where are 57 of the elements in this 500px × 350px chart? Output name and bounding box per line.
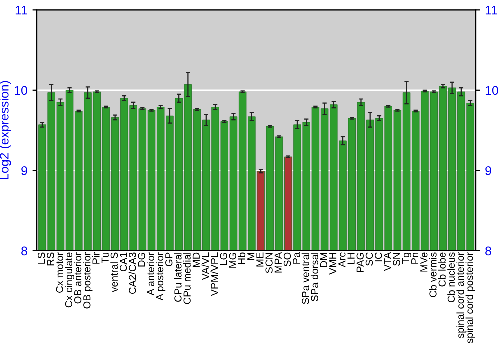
x-tick-label: MD [192, 252, 200, 268]
x-tick-label: Cb vermis [429, 252, 437, 298]
x-tick-label: M [248, 253, 255, 260]
x-tick-label: MPA [274, 252, 282, 273]
x-tick-label: DM [320, 253, 328, 268]
x-tick-label: A posterior [156, 252, 166, 301]
y-axis-title: Log2 (expression) [0, 81, 12, 180]
x-tick-label: VA/VL [202, 252, 210, 280]
x-tick-label: MG [229, 253, 236, 268]
x-tick-label: SC [366, 252, 374, 266]
x-tick-label: Cb nucleus [448, 252, 456, 303]
y-tick-label: 9 [22, 166, 28, 176]
x-tick-label: Pn [412, 252, 419, 264]
x-tick-label: LS [38, 252, 46, 264]
x-tick-label: SPa ventral [302, 253, 310, 304]
x-tick-label: OB anterior [74, 252, 82, 304]
x-tick-label: SN [393, 253, 400, 266]
x-tick-label: DG [138, 253, 146, 267]
y-tick-label: 11 [16, 6, 28, 15]
x-tick-label: VMH [330, 253, 337, 275]
y-tick-label: 8 [22, 246, 28, 256]
x-tick-label: CPu medial [183, 253, 191, 304]
x-tick-label: SCN [266, 253, 273, 274]
x-tick-label: Hb [238, 252, 246, 264]
x-tick-label: Cx cingulate [65, 252, 75, 308]
x-tick-label: MVe [420, 252, 428, 272]
x-tick-label: IC [375, 252, 382, 262]
x-tick-label: Arc [338, 252, 346, 268]
x-tick-label: spinal cord anterior [456, 252, 466, 338]
y2-tick-label: 8 [486, 246, 492, 256]
x-tick-label: Cb lobe [438, 252, 446, 287]
y2-tick-label: 9 [486, 166, 492, 176]
x-tick-label: VPM/VPL [210, 252, 218, 296]
x-tick-label: LH [348, 253, 355, 264]
x-tick-label: Tu [102, 253, 109, 264]
x-tick-label: CPu lateral [174, 253, 182, 302]
x-tick-label: ME [256, 252, 264, 267]
x-tick-label: Cx motor [56, 252, 64, 293]
x-tick-label: spinal cord posterior [466, 252, 476, 344]
x-tick-label: ventral S [110, 252, 118, 292]
x-tick-label: RS [47, 252, 54, 266]
x-tick-label: LG [220, 253, 228, 266]
x-tick-label: Pir [92, 252, 100, 264]
y2-tick-label: 11 [486, 6, 498, 15]
x-tick-label: A anterior [147, 252, 154, 296]
x-tick-label: VTA [384, 252, 392, 272]
x-tick-label: SO [284, 252, 292, 267]
x-tick-label: Pa [293, 252, 300, 264]
x-tick-label: CA1 [120, 252, 128, 272]
x-tick-label: PAG [356, 253, 364, 272]
y-tick-label: 10 [15, 86, 28, 96]
y2-tick-label: 10 [486, 86, 498, 96]
x-tick-label: SPa dorsal [310, 253, 318, 302]
x-tick-label: OB posterior [83, 252, 93, 309]
x-tick-label: GP [166, 252, 173, 266]
x-tick-label: CA2/CA3 [128, 252, 136, 294]
x-tick-label: Tg [402, 252, 412, 264]
